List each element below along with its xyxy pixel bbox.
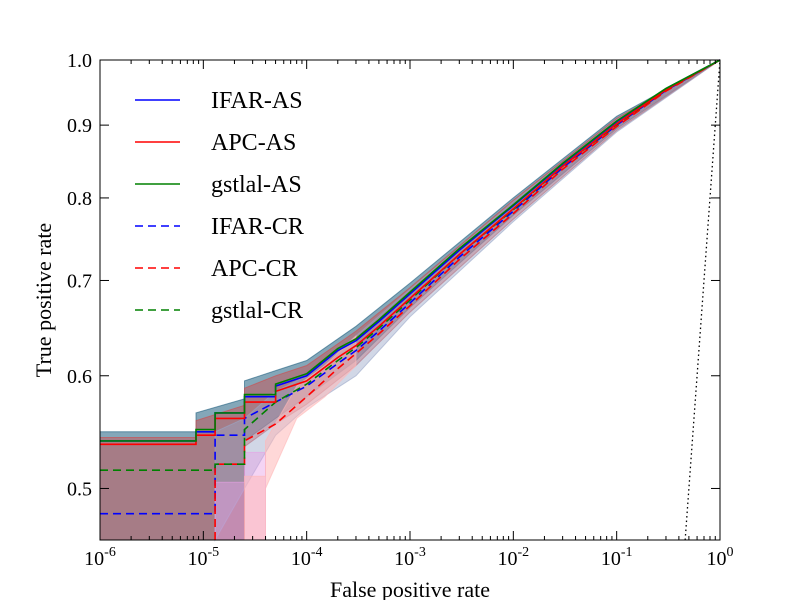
y-tick-label: 0.6 — [67, 366, 92, 388]
legend-label: APC-AS — [211, 130, 296, 156]
legend-item-gstlal-cr: gstlal-CR — [135, 298, 303, 324]
y-axis-label: True positive rate — [31, 223, 56, 377]
series-line-apc-as — [100, 59, 721, 446]
legend-item-ifar-cr: IFAR-CR — [135, 214, 304, 240]
reference-line — [684, 59, 721, 541]
legend-item-gstlal-as: gstlal-AS — [135, 172, 302, 198]
x-axis-label: False positive rate — [330, 577, 490, 600]
y-tick-label: 0.9 — [67, 115, 92, 137]
legend-label: gstlal-CR — [211, 298, 303, 324]
x-tick-label: 10-5 — [187, 545, 219, 570]
line-chance-diagonal — [684, 59, 721, 541]
series-lines — [100, 59, 721, 540]
x-tick-label: 10-4 — [291, 545, 323, 570]
x-tick-label: 10-2 — [497, 545, 529, 570]
y-tick-label: 1.0 — [67, 50, 92, 72]
x-tick-label: 100 — [707, 545, 734, 570]
x-tick-label: 10-6 — [84, 545, 116, 570]
y-tick-label: 0.5 — [67, 478, 92, 500]
x-tick-label: 10-3 — [394, 545, 426, 570]
legend-label: IFAR-CR — [211, 214, 304, 240]
legend-label: IFAR-AS — [211, 88, 303, 114]
series-line-gstlal-as — [100, 59, 721, 442]
y-tick-label: 0.8 — [67, 188, 92, 210]
axis-ticks: 10-6 10-5 10-4 10-3 10-2 10-1 100 0.5 0.6 0.7 0.8 0… — [67, 50, 734, 570]
legend-item-apc-cr: APC-CR — [135, 256, 298, 282]
x-tick-label: 10-1 — [601, 545, 633, 570]
series-line-ifar-cr — [100, 59, 721, 515]
y-tick-label: 0.7 — [67, 270, 92, 292]
legend-item-apc-as: APC-AS — [135, 130, 296, 156]
legend: IFAR-AS APC-AS gstlal-AS IFAR-CR APC-CR gstla… — [135, 88, 304, 324]
legend-label: APC-CR — [211, 256, 298, 282]
legend-label: gstlal-AS — [211, 172, 302, 198]
legend-item-ifar-as: IFAR-AS — [135, 88, 303, 114]
